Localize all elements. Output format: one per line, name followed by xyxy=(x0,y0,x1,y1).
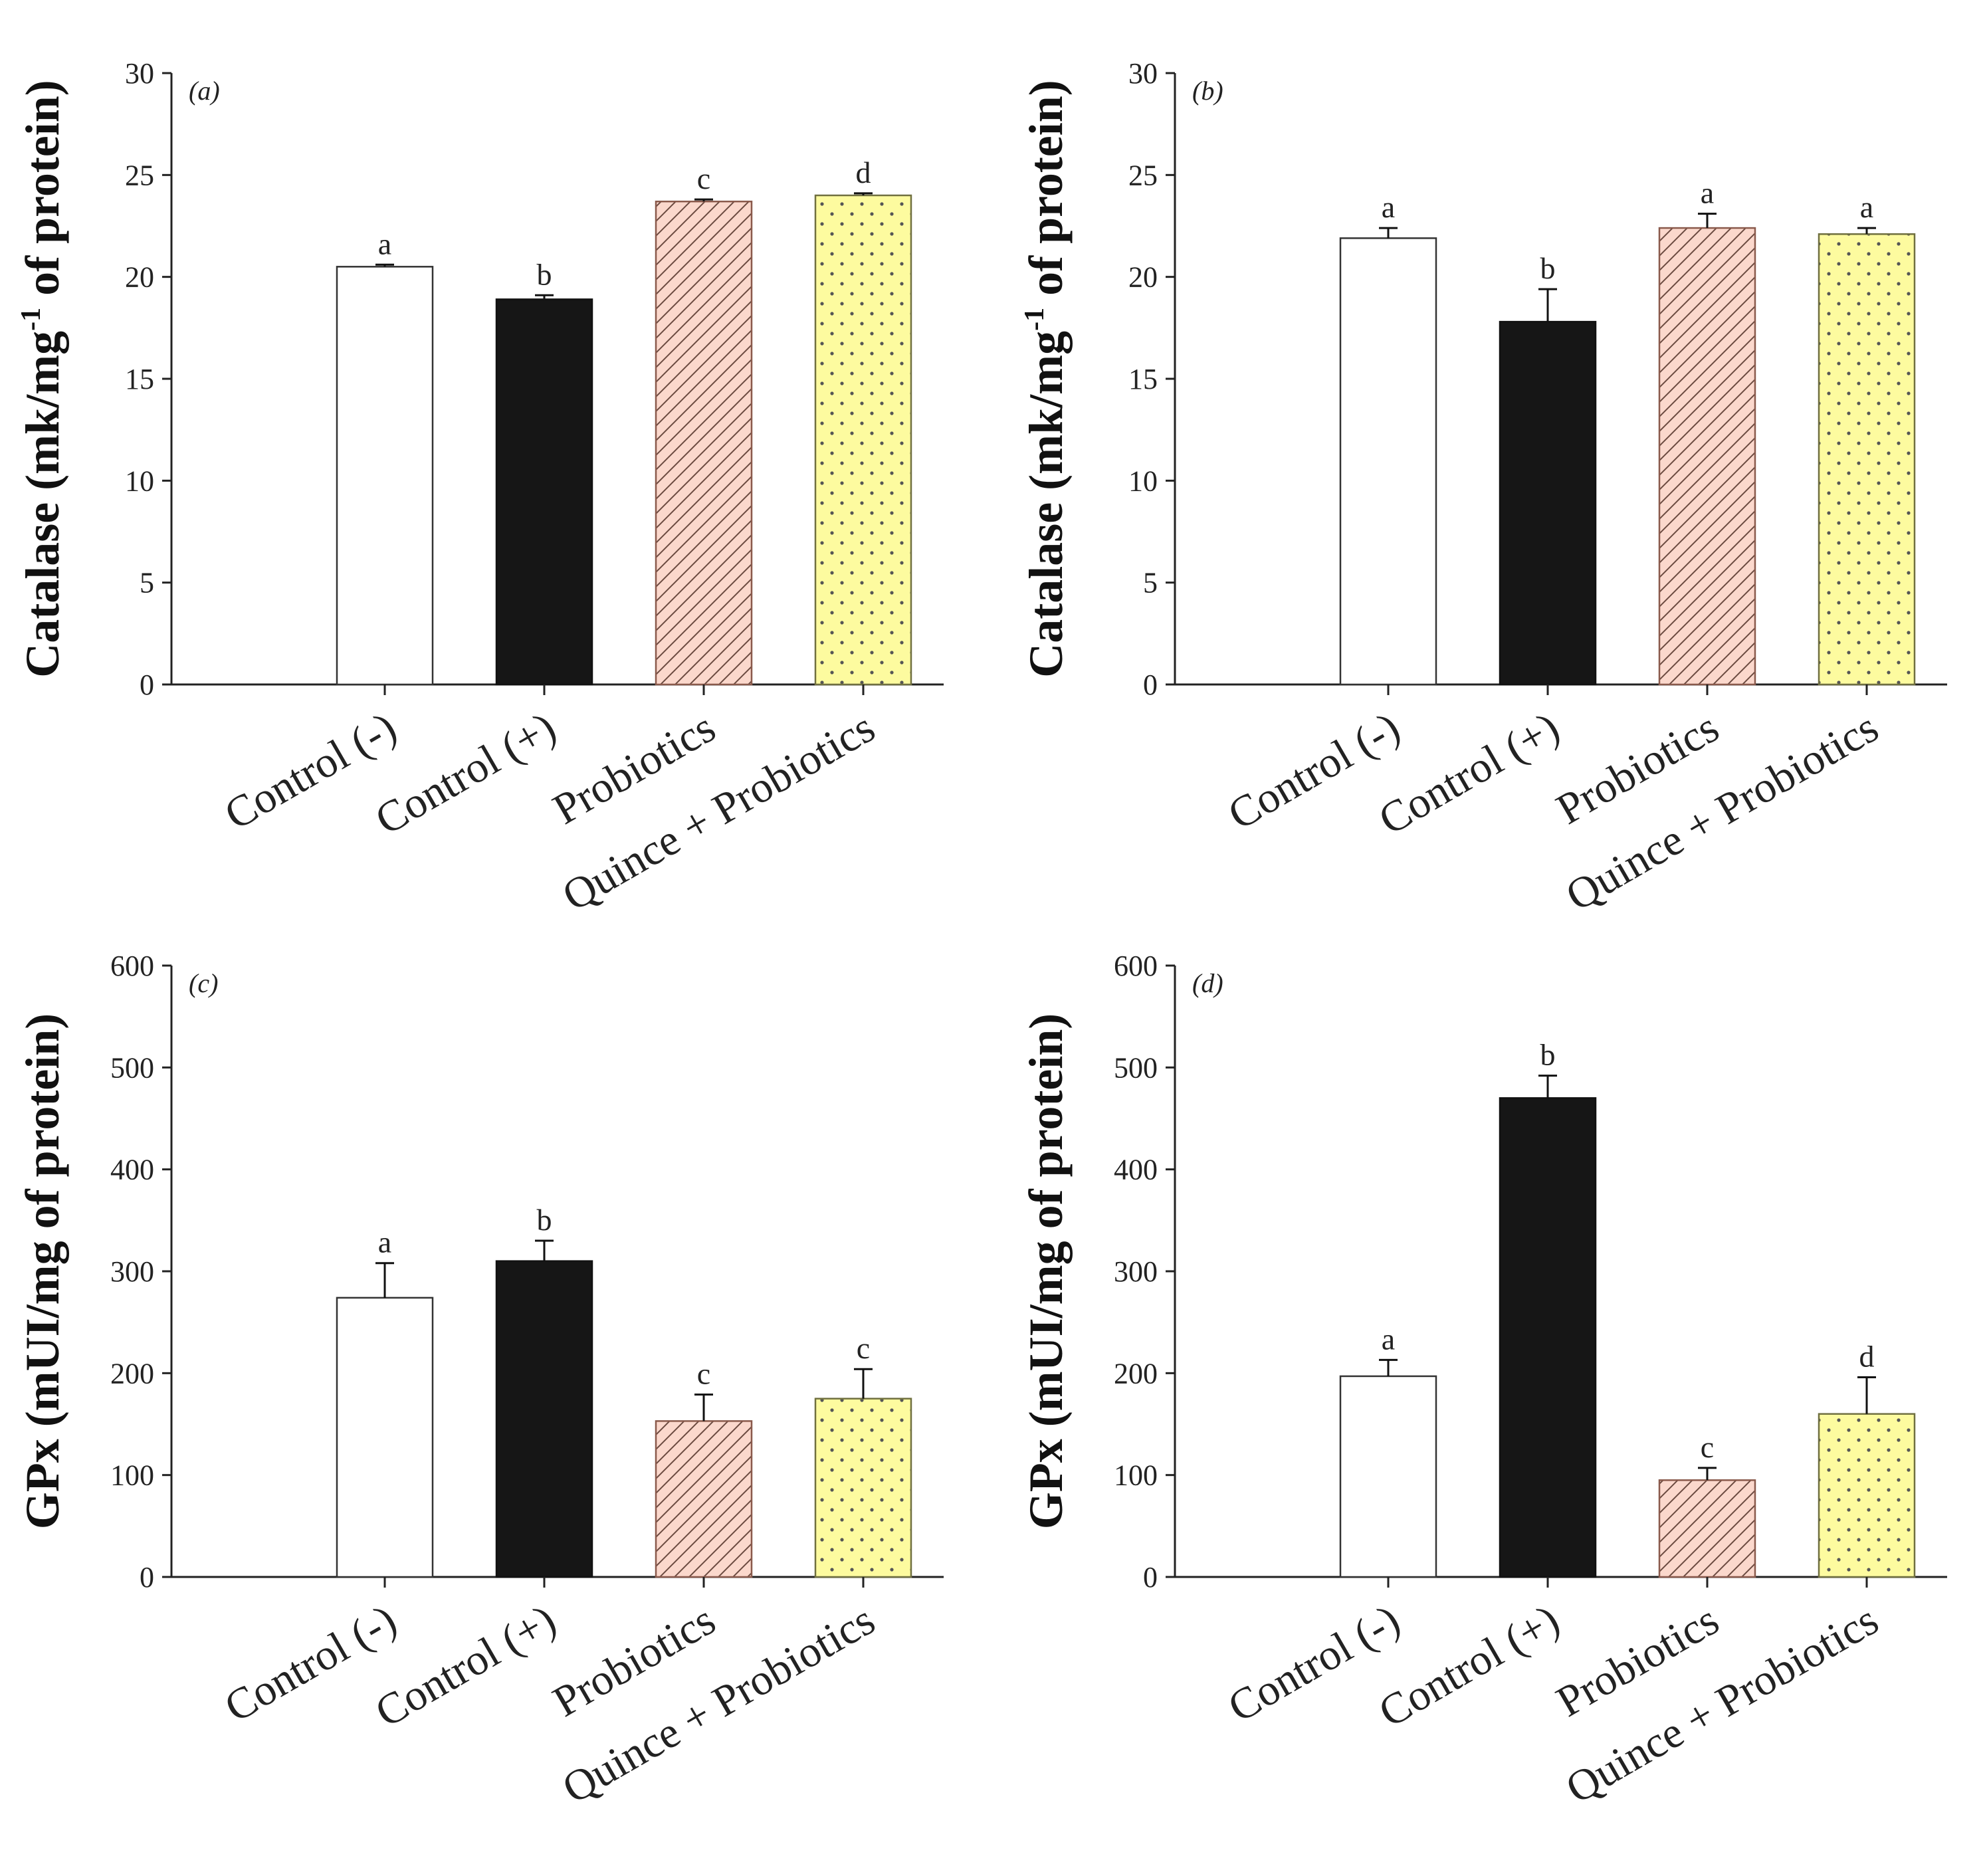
bar xyxy=(814,194,912,686)
category-label: Control (+) xyxy=(367,1596,564,1737)
significance-letter: c xyxy=(697,161,710,195)
significance-letter: d xyxy=(1859,1339,1875,1373)
significance-letter: d xyxy=(856,156,871,189)
y-tick-label: 300 xyxy=(110,1255,154,1288)
significance-letter: c xyxy=(857,1331,870,1365)
significance-letter: b xyxy=(1540,1038,1556,1072)
y-axis-title: GPx (mUI/mg of protein) xyxy=(16,1013,69,1530)
panel-label: (b) xyxy=(1192,76,1223,106)
chart-panel-c: 0 100 200 300 400 500 600 GPx (mUI/mg of protei… xyxy=(16,950,944,1813)
significance-letter: a xyxy=(378,1225,391,1259)
y-tick-label: 20 xyxy=(125,261,154,294)
y-axis-title-main: Catalase (mk/mg xyxy=(16,331,69,678)
panel-label: (a) xyxy=(189,76,220,106)
significance-letter: a xyxy=(1701,176,1714,210)
y-tick-label: 0 xyxy=(140,669,154,701)
bar xyxy=(1499,1097,1597,1578)
y-tick-label: 100 xyxy=(1114,1459,1158,1492)
y-axis-title: GPx (mUI/mg of protein) xyxy=(1019,1013,1073,1530)
y-tick-label: 400 xyxy=(110,1154,154,1186)
y-axis-title-main: GPx (mUI/mg of protein) xyxy=(16,1013,69,1530)
panel-label: (d) xyxy=(1192,968,1223,998)
y-tick-label: 5 xyxy=(140,567,154,599)
category-label: Control (+) xyxy=(1371,1596,1568,1737)
category-label: Control (+) xyxy=(1371,703,1568,845)
significance-letter: b xyxy=(537,1203,552,1237)
y-tick-label: 300 xyxy=(1114,1255,1158,1288)
y-tick-label: 25 xyxy=(1128,159,1158,191)
y-tick-label: 500 xyxy=(1114,1051,1158,1084)
significance-letter: a xyxy=(1382,1322,1395,1356)
significance-letter: a xyxy=(378,227,391,261)
y-tick-label: 30 xyxy=(1128,57,1158,90)
bar xyxy=(1658,227,1756,686)
significance-letter: a xyxy=(1860,190,1873,224)
y-tick-label: 100 xyxy=(110,1459,154,1492)
significance-letter: c xyxy=(697,1357,710,1391)
y-axis-title-tail: of protein) xyxy=(1019,80,1073,308)
bar xyxy=(1818,1413,1916,1578)
significance-letter: b xyxy=(1540,251,1556,285)
bar xyxy=(655,200,753,686)
y-tick-label: 400 xyxy=(1114,1154,1158,1186)
bar xyxy=(495,1260,593,1578)
chart-panel-b: 0 5 10 15 20 25 30 Catalase (mk/mg-1 of protein… xyxy=(1019,57,1947,920)
bar xyxy=(495,298,593,686)
y-axis-title-tail: of protein) xyxy=(16,80,69,308)
significance-letter: c xyxy=(1701,1430,1714,1464)
significance-letter: b xyxy=(537,257,552,291)
y-tick-label: 15 xyxy=(125,363,154,395)
y-tick-label: 200 xyxy=(110,1357,154,1390)
y-tick-label: 15 xyxy=(1128,363,1158,395)
y-axis-title: Catalase (mk/mg-1 of protein) xyxy=(1019,80,1073,678)
y-tick-label: 20 xyxy=(1128,261,1158,294)
bar xyxy=(1339,237,1437,686)
bar xyxy=(1818,233,1916,686)
y-tick-label: 600 xyxy=(110,950,154,982)
category-label: Control (+) xyxy=(367,703,564,845)
y-tick-label: 0 xyxy=(1143,669,1158,701)
y-tick-label: 10 xyxy=(1128,465,1158,497)
y-axis-title-superscript: -1 xyxy=(1019,308,1050,331)
y-tick-label: 25 xyxy=(125,159,154,191)
y-tick-label: 5 xyxy=(1143,567,1158,599)
chart-panel-a: 0 5 10 15 20 25 30 Catalase (mk/mg-1 of protein… xyxy=(16,57,944,920)
y-tick-label: 600 xyxy=(1114,950,1158,982)
y-axis-title-superscript: -1 xyxy=(16,308,47,331)
y-tick-label: 500 xyxy=(110,1051,154,1084)
bar xyxy=(814,1398,912,1578)
bar xyxy=(655,1420,753,1578)
significance-letter: a xyxy=(1382,190,1395,224)
bar xyxy=(336,1297,434,1578)
bar xyxy=(1339,1375,1437,1578)
y-tick-label: 30 xyxy=(125,57,154,90)
bar xyxy=(1499,320,1597,686)
y-tick-label: 10 xyxy=(125,465,154,497)
y-tick-label: 200 xyxy=(1114,1357,1158,1390)
y-tick-label: 0 xyxy=(1143,1561,1158,1594)
bar xyxy=(1658,1479,1756,1578)
y-axis-title-main: Catalase (mk/mg xyxy=(1019,331,1073,678)
panel-label: (c) xyxy=(189,968,218,998)
y-tick-label: 0 xyxy=(140,1561,154,1594)
y-axis-title: Catalase (mk/mg-1 of protein) xyxy=(16,80,69,678)
bar xyxy=(336,266,434,686)
chart-panel-d: 0 100 200 300 400 500 600 GPx (mUI/mg of protei… xyxy=(1019,950,1947,1813)
y-axis-title-main: GPx (mUI/mg of protein) xyxy=(1019,1013,1073,1530)
